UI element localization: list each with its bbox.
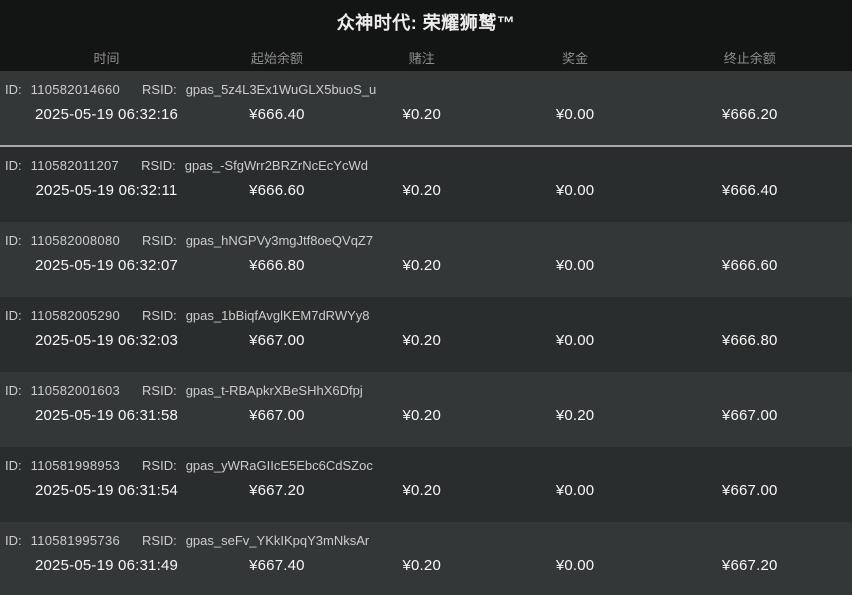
cell-end-balance: ¥667.20 [721, 557, 778, 574]
id-label: ID: [5, 533, 22, 548]
column-header-win: 奖金 [562, 51, 589, 66]
rsid-label: RSID: [142, 533, 177, 548]
cell-end-balance: ¥666.40 [721, 182, 778, 199]
round-id: 110582001603 [30, 383, 121, 398]
cell-start-balance: ¥667.00 [249, 407, 305, 424]
row-id-line: ID: 110582011207 RSID: gpas_-SfgWrr2BRZrNcE… [0, 158, 852, 173]
id-label: ID: [5, 82, 22, 97]
rsid-label: RSID: [141, 158, 176, 173]
table-row: ID: 110582011207 RSID: gpas_-SfgWrr2BRZrNcE… [0, 147, 852, 222]
round-id: 110582011207 [30, 158, 120, 173]
cell-start-balance: ¥667.40 [249, 557, 305, 574]
cell-start-balance: ¥666.80 [249, 257, 305, 274]
id-label: ID: [5, 158, 22, 173]
header: 众神时代: 荣耀狮鹫™ 时间 起始余额 赌注 奖金 终止余额 [0, 0, 852, 71]
rsid-label: RSID: [142, 458, 177, 473]
rsid-value: gpas_1bBiqfAvglKEM7dRWYy8 [185, 308, 370, 323]
row-id-line: ID: 110581995736 RSID: gpas_seFv_YKkIKpqY3m… [0, 533, 852, 548]
id-label: ID: [5, 383, 22, 398]
row-id-line: ID: 110582001603 RSID: gpas_t-RBApkrXBeSHhX… [0, 383, 852, 398]
table-header: 时间 起始余额 赌注 奖金 终止余额 [0, 48, 852, 67]
row-values: 2025-05-19 06:31:49 ¥667.40 ¥0.20 ¥0.00 … [0, 557, 852, 574]
id-label: ID: [5, 233, 22, 248]
cell-bet: ¥0.20 [402, 557, 441, 574]
history-list: ID: 110582014660 RSID: gpas_5z4L3Ex1WuGLX5b… [0, 71, 852, 595]
cell-start-balance: ¥666.40 [249, 106, 305, 123]
round-id: 110582005290 [30, 308, 121, 323]
rsid-value: gpas_hNGPVy3mgJtf8oeQVqZ7 [185, 233, 374, 248]
column-header-end-balance: 终止余额 [723, 51, 776, 66]
cell-win: ¥0.00 [555, 257, 595, 274]
cell-time: 2025-05-19 06:31:58 [34, 407, 179, 424]
column-header-start-balance: 起始余额 [250, 51, 303, 66]
rsid-label: RSID: [142, 383, 177, 398]
rsid-value: gpas_yWRaGIIcE5Ebc6CdSZoc [185, 458, 373, 473]
cell-end-balance: ¥666.20 [721, 106, 778, 123]
row-values: 2025-05-19 06:32:11 ¥666.60 ¥0.20 ¥0.00 … [0, 182, 852, 199]
cell-win: ¥0.00 [555, 332, 595, 349]
row-id-line: ID: 110581998953 RSID: gpas_yWRaGIIcE5Ebc6C… [0, 458, 852, 473]
cell-start-balance: ¥666.60 [249, 182, 305, 199]
cell-start-balance: ¥667.00 [249, 332, 305, 349]
table-row: ID: 110582001603 RSID: gpas_t-RBApkrXBeSHhX… [0, 372, 852, 447]
rsid-value: gpas_-SfgWrr2BRZrNcEcYcWd [184, 158, 368, 173]
row-id-line: ID: 110582005290 RSID: gpas_1bBiqfAvglKEM7d… [0, 308, 852, 323]
column-header-time: 时间 [93, 51, 120, 66]
row-values: 2025-05-19 06:32:03 ¥667.00 ¥0.20 ¥0.00 … [0, 332, 852, 349]
cell-win: ¥0.00 [555, 106, 595, 123]
cell-start-balance: ¥667.20 [249, 482, 305, 499]
row-values: 2025-05-19 06:32:07 ¥666.80 ¥0.20 ¥0.00 … [0, 257, 852, 274]
cell-bet: ¥0.20 [402, 182, 441, 199]
round-id: 110582014660 [30, 82, 121, 97]
round-id: 110581998953 [30, 458, 121, 473]
cell-time: 2025-05-19 06:32:07 [34, 257, 179, 274]
row-values: 2025-05-19 06:31:54 ¥667.20 ¥0.20 ¥0.00 … [0, 482, 852, 499]
cell-time: 2025-05-19 06:32:16 [34, 106, 179, 123]
rsid-value: gpas_5z4L3Ex1WuGLX5buoS_u [185, 82, 377, 97]
cell-bet: ¥0.20 [402, 257, 441, 274]
row-id-line: ID: 110582014660 RSID: gpas_5z4L3Ex1WuGLX5b… [0, 82, 852, 97]
cell-time: 2025-05-19 06:31:49 [34, 557, 179, 574]
cell-bet: ¥0.20 [402, 106, 441, 123]
cell-end-balance: ¥666.80 [721, 332, 778, 349]
round-id: 110581995736 [30, 533, 121, 548]
rsid-label: RSID: [142, 233, 177, 248]
cell-win: ¥0.00 [555, 182, 595, 199]
cell-bet: ¥0.20 [402, 332, 441, 349]
cell-win: ¥0.00 [555, 482, 595, 499]
id-label: ID: [5, 308, 22, 323]
cell-time: 2025-05-19 06:32:03 [34, 332, 179, 349]
table-row: ID: 110582014660 RSID: gpas_5z4L3Ex1WuGLX5b… [0, 71, 852, 147]
round-id: 110582008080 [30, 233, 121, 248]
cell-end-balance: ¥666.60 [721, 257, 778, 274]
column-header-bet: 赌注 [408, 51, 435, 66]
rsid-label: RSID: [142, 308, 177, 323]
cell-win: ¥0.20 [555, 407, 595, 424]
cell-time: 2025-05-19 06:32:11 [35, 182, 178, 199]
rsid-value: gpas_t-RBApkrXBeSHhX6Dfpj [185, 383, 363, 398]
row-values: 2025-05-19 06:31:58 ¥667.00 ¥0.20 ¥0.20 … [0, 407, 852, 424]
cell-bet: ¥0.20 [402, 482, 441, 499]
table-row: ID: 110581995736 RSID: gpas_seFv_YKkIKpqY3m… [0, 522, 852, 595]
cell-bet: ¥0.20 [402, 407, 441, 424]
rsid-value: gpas_seFv_YKkIKpqY3mNksAr [185, 533, 370, 548]
table-row: ID: 110581998953 RSID: gpas_yWRaGIIcE5Ebc6C… [0, 447, 852, 522]
row-values: 2025-05-19 06:32:16 ¥666.40 ¥0.20 ¥0.00 … [0, 106, 852, 123]
rsid-label: RSID: [142, 82, 177, 97]
cell-end-balance: ¥667.00 [721, 482, 778, 499]
cell-win: ¥0.00 [555, 557, 595, 574]
id-label: ID: [5, 458, 22, 473]
table-row: ID: 110582008080 RSID: gpas_hNGPVy3mgJtf8oe… [0, 222, 852, 297]
page-title: 众神时代: 荣耀狮鹫™ [336, 13, 516, 33]
row-id-line: ID: 110582008080 RSID: gpas_hNGPVy3mgJtf8oe… [0, 233, 852, 248]
table-row: ID: 110582005290 RSID: gpas_1bBiqfAvglKEM7d… [0, 297, 852, 372]
cell-end-balance: ¥667.00 [721, 407, 778, 424]
cell-time: 2025-05-19 06:31:54 [34, 482, 179, 499]
